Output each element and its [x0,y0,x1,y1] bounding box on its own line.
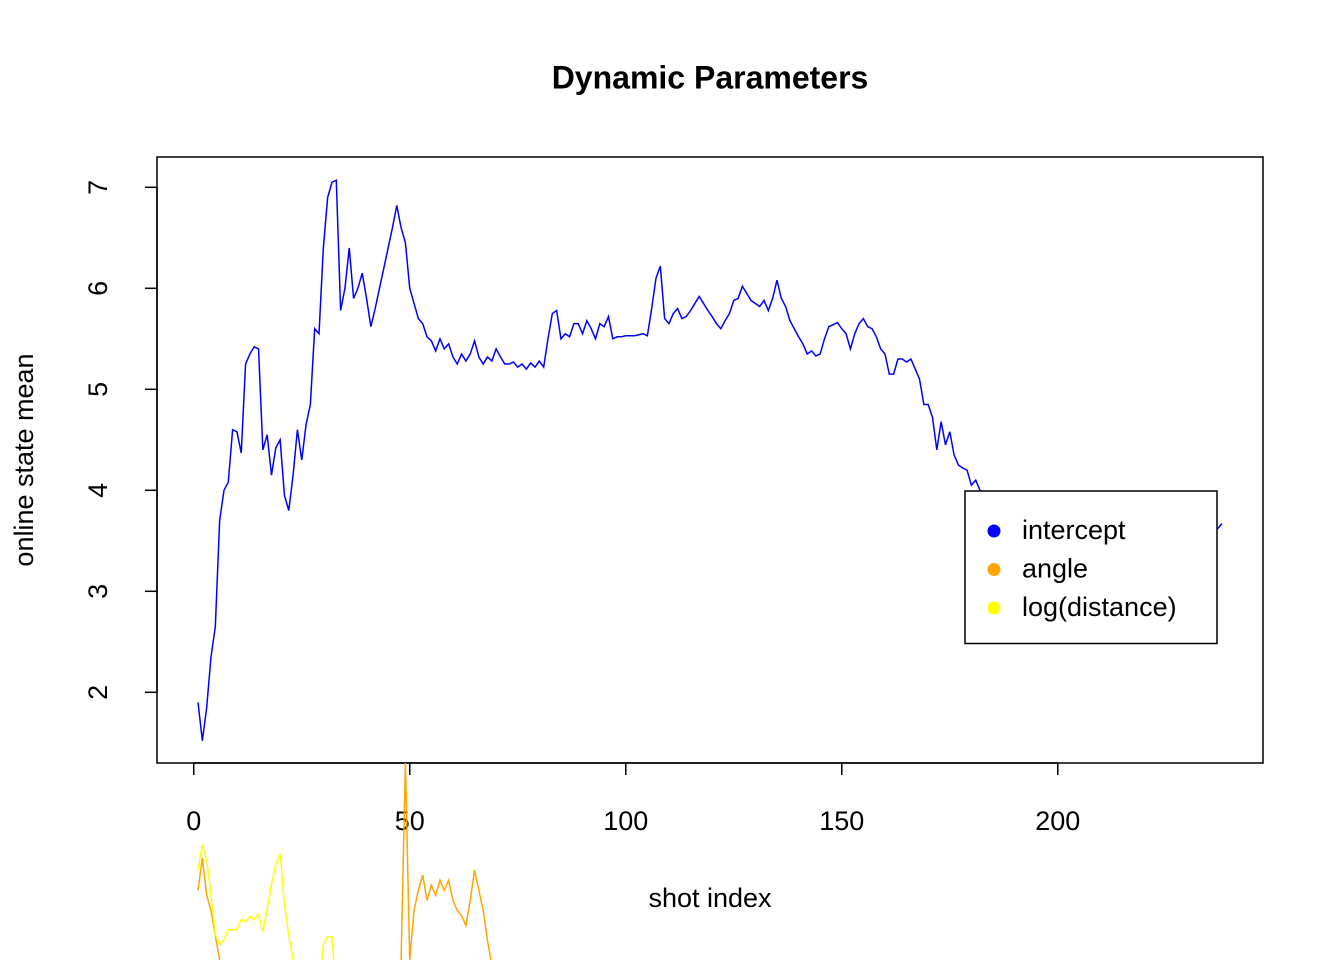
y-tick-label: 3 [83,584,113,599]
legend-label: log(distance) [1022,592,1177,622]
y-tick-label: 2 [83,685,113,700]
legend-box [964,490,1218,645]
y-tick-label: 6 [83,281,113,296]
x-tick-label: 200 [1035,806,1080,836]
x-tick-label: 50 [395,806,425,836]
series-line [197,844,335,960]
x-tick-label: 100 [603,806,648,836]
x-tick-label: 0 [186,806,201,836]
x-tick-label: 150 [819,806,864,836]
y-tick-label: 4 [83,483,113,498]
x-axis-title: shot index [648,883,772,913]
legend-label: angle [1022,554,1088,584]
series-line [197,179,1223,741]
legend-marker [987,563,1001,576]
series-line [197,762,492,960]
legend-marker [987,601,1001,615]
y-tick-label: 5 [83,382,113,397]
legend-marker [987,524,1001,538]
y-axis-title: online state mean [9,353,39,566]
y-tick-label: 7 [83,180,113,195]
legend-label: intercept [1022,515,1126,545]
chart-title: Dynamic Parameters [552,59,869,95]
